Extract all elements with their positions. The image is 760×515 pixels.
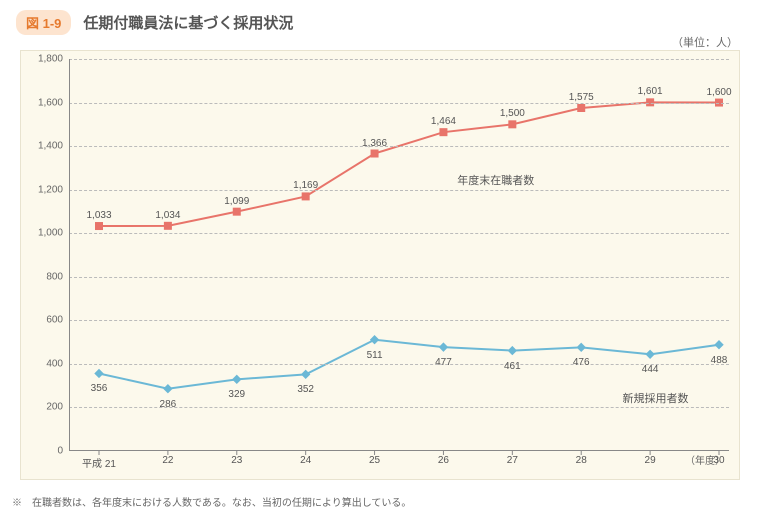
y-axis	[69, 59, 70, 451]
data-label: 461	[504, 361, 521, 372]
data-label: 1,034	[155, 210, 180, 221]
unit-label: （単位：人）	[672, 34, 738, 50]
gridline	[69, 277, 729, 278]
x-tick-label: 28	[576, 455, 587, 466]
data-label: 1,500	[500, 108, 525, 119]
data-label: 286	[160, 399, 177, 410]
y-tick-label: 200	[46, 402, 63, 413]
y-tick-label: 1,400	[38, 141, 63, 152]
x-tick-label: 27	[507, 455, 518, 466]
y-tick-label: 800	[46, 271, 63, 282]
data-label: 476	[573, 357, 590, 368]
series-name-label: 新規採用者数	[623, 390, 689, 406]
x-tick-label: 平成 21	[82, 455, 116, 470]
x-tick-label: 22	[162, 455, 173, 466]
data-label: 511	[367, 350, 383, 361]
plot-area: （年度） 02004006008001,0001,2001,4001,6001,…	[69, 59, 729, 451]
y-tick-label: 1,600	[38, 97, 63, 108]
data-label: 356	[91, 383, 108, 394]
x-tick-label: 23	[231, 455, 242, 466]
y-tick-label: 0	[57, 446, 63, 457]
data-label: 1,099	[224, 196, 249, 207]
gridline	[69, 59, 729, 60]
gridline	[69, 364, 729, 365]
data-label: 1,464	[431, 116, 456, 127]
x-tick-label: 26	[438, 455, 449, 466]
footnote: ※ 在職者数は、各年度末における人数である。なお、当初の任期により算出している。	[12, 494, 411, 509]
gridline	[69, 320, 729, 321]
y-tick-label: 1,800	[38, 54, 63, 65]
series-name-label: 年度末在職者数	[457, 172, 534, 188]
figure-badge: 図 1-9	[16, 10, 71, 35]
gridline	[69, 103, 729, 104]
y-tick-label: 400	[46, 358, 63, 369]
data-label: 1,601	[638, 86, 663, 97]
data-label: 329	[228, 389, 245, 400]
data-label: 352	[297, 384, 314, 395]
data-label: 477	[435, 357, 452, 368]
gridline	[69, 146, 729, 147]
y-tick-label: 1,200	[38, 184, 63, 195]
series-line	[99, 102, 719, 226]
data-label: 488	[711, 355, 728, 366]
chart-title: 任期付職員法に基づく採用状況	[83, 12, 293, 33]
gridline	[69, 233, 729, 234]
y-tick-label: 1,000	[38, 228, 63, 239]
data-label: 1,575	[569, 92, 594, 103]
chart-area: （年度） 02004006008001,0001,2001,4001,6001,…	[20, 50, 740, 480]
x-axis	[69, 450, 729, 451]
x-tick-label: 24	[300, 455, 311, 466]
y-tick-label: 600	[46, 315, 63, 326]
gridline	[69, 190, 729, 191]
data-label: 1,600	[706, 87, 731, 98]
x-tick-label: 25	[369, 455, 380, 466]
data-label: 1,366	[362, 138, 387, 149]
x-tick-label: 29	[645, 455, 656, 466]
x-tick-label: 30	[713, 455, 724, 466]
data-label: 1,169	[293, 180, 318, 191]
data-label: 1,033	[86, 210, 111, 221]
data-label: 444	[642, 364, 659, 375]
